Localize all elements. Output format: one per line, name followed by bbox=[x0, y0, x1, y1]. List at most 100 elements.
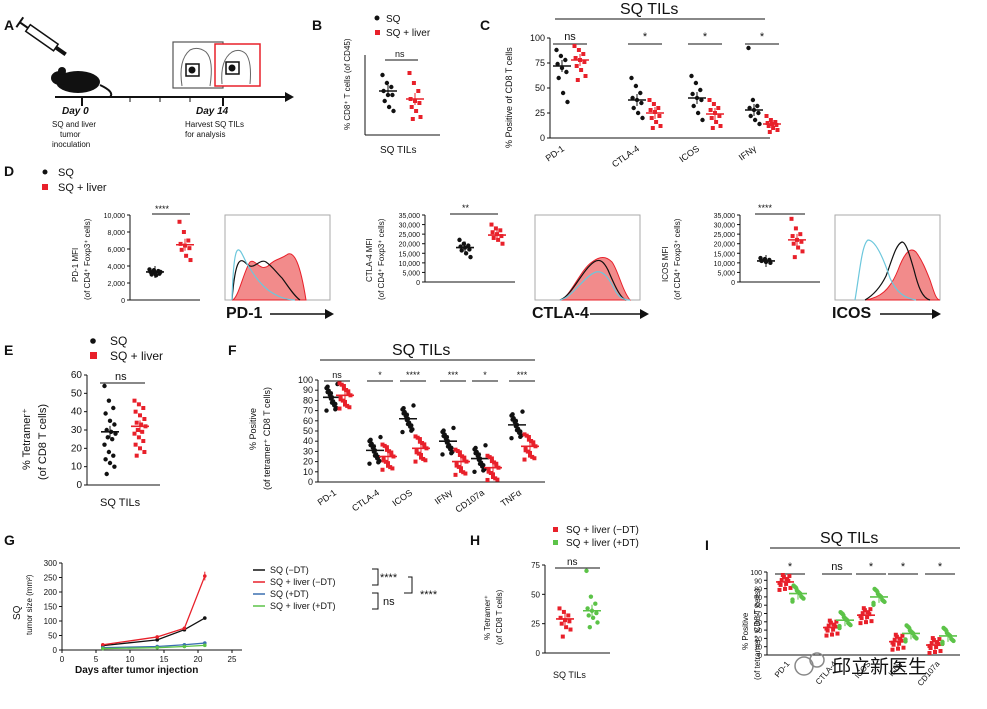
series-line bbox=[102, 617, 206, 647]
panel-e-points bbox=[101, 383, 149, 477]
minus-dt-point bbox=[898, 636, 903, 641]
liver-point bbox=[485, 477, 490, 482]
sq-point bbox=[440, 452, 445, 457]
sq-point bbox=[380, 72, 385, 78]
y-tick-label: 100 bbox=[44, 617, 58, 626]
panel-c-yticks: 0 25 50 75 100 bbox=[530, 33, 550, 143]
y-tick-label: 25 bbox=[531, 620, 540, 629]
sq-point bbox=[690, 91, 695, 97]
sq-point bbox=[333, 407, 338, 412]
panel-e-ylabel: % Tetramer⁺ bbox=[21, 408, 33, 470]
y-tick-label: 75 bbox=[531, 561, 540, 570]
sq-point bbox=[631, 105, 636, 111]
minus-dt-point bbox=[868, 607, 873, 612]
panel-f-title: SQ TILs bbox=[392, 342, 450, 359]
sq-point bbox=[401, 411, 406, 416]
y-tick-label: 0 bbox=[76, 480, 82, 491]
plus-dt-point bbox=[801, 596, 806, 601]
y-tick-label: 35,000 bbox=[714, 213, 736, 220]
sq-point bbox=[382, 98, 387, 104]
minus-dt-point bbox=[890, 640, 895, 645]
plus-dt-point bbox=[903, 637, 908, 642]
sq-point bbox=[483, 443, 488, 448]
mouse-icon bbox=[51, 67, 113, 98]
liver-point bbox=[496, 237, 501, 242]
liver-point bbox=[413, 434, 418, 439]
y-tick-label: 10,000 bbox=[714, 261, 736, 268]
panel-label-f: F bbox=[228, 342, 237, 358]
liver-point bbox=[344, 387, 349, 392]
plus-dt-point bbox=[874, 588, 879, 594]
minus-dt-point bbox=[938, 649, 943, 654]
minus-dt-point bbox=[893, 632, 898, 637]
liver-point bbox=[457, 450, 462, 455]
day14-desc-1: Harvest SQ TILs bbox=[185, 120, 244, 129]
series-point bbox=[155, 635, 159, 639]
liver-point bbox=[416, 89, 421, 93]
liver-point bbox=[454, 463, 459, 468]
plus-dt-point bbox=[951, 638, 956, 644]
liver-point bbox=[710, 126, 715, 130]
minus-dt-point bbox=[860, 611, 865, 616]
liver-point bbox=[136, 435, 141, 440]
liver-point bbox=[490, 230, 495, 235]
sq-point bbox=[110, 436, 115, 442]
liver-point bbox=[796, 245, 801, 250]
d1-points bbox=[146, 219, 194, 278]
liver-point bbox=[493, 476, 498, 481]
sq-point bbox=[563, 57, 568, 63]
d3-ylabel2: (of CD4⁺ Foxp3⁺ cells) bbox=[673, 218, 682, 300]
y-tick-label: 40 bbox=[71, 407, 83, 418]
plus-dt-point bbox=[586, 613, 591, 618]
liver-point bbox=[417, 101, 422, 105]
liver-point bbox=[133, 409, 138, 414]
y-tick-label: 100 bbox=[750, 570, 762, 577]
sq-point bbox=[459, 248, 464, 253]
sq-point bbox=[324, 408, 329, 413]
panel-label-e: E bbox=[4, 342, 13, 358]
liver-point bbox=[771, 126, 776, 130]
liver-point bbox=[409, 105, 414, 109]
legend-square-plus-dt bbox=[553, 540, 558, 545]
minus-dt-point bbox=[890, 647, 895, 652]
liver-point bbox=[347, 405, 352, 410]
liver-point bbox=[184, 253, 189, 258]
y-tick-label: 0 bbox=[416, 280, 420, 287]
category-label: TNFα bbox=[499, 487, 523, 508]
legend-label: SQ + liver (−DT) bbox=[270, 577, 336, 587]
minus-dt-point bbox=[896, 646, 900, 651]
liver-point bbox=[790, 234, 795, 239]
legend-square-liver bbox=[375, 30, 380, 35]
sq-point bbox=[556, 75, 561, 81]
day0-desc-1: SQ and liver bbox=[52, 120, 96, 129]
liver-point bbox=[132, 431, 137, 436]
sq-point bbox=[451, 425, 456, 431]
liver-point bbox=[647, 98, 652, 102]
y-tick-label: 25,000 bbox=[714, 232, 736, 239]
y-tick-label: 100 bbox=[530, 33, 545, 43]
liver-point bbox=[457, 452, 462, 457]
liver-point bbox=[139, 422, 144, 427]
category-label: CD107a bbox=[453, 487, 486, 514]
panel-c-categories: PD-1 CTLA-4 ICOS IFNγ bbox=[544, 143, 759, 169]
liver-point bbox=[337, 406, 342, 411]
significance-label: ns bbox=[332, 370, 342, 380]
liver-point bbox=[573, 56, 578, 60]
sq-point bbox=[565, 99, 570, 105]
harvest-mouse-icons bbox=[172, 41, 261, 89]
minus-dt-point bbox=[835, 631, 840, 636]
legend-dot-sq bbox=[90, 338, 96, 344]
d3-hist-label: ICOS bbox=[832, 305, 871, 322]
panel-g-sig-3: **** bbox=[420, 589, 438, 601]
liver-point bbox=[414, 447, 419, 452]
sq-point bbox=[746, 45, 751, 51]
plus-dt-point bbox=[871, 600, 876, 606]
liver-point bbox=[764, 114, 769, 118]
liver-point bbox=[338, 397, 343, 402]
liver-point bbox=[500, 241, 505, 246]
panel-g-legend: SQ (−DT) SQ + liver (−DT) SQ (+DT) SQ + liv… bbox=[253, 565, 336, 611]
sq-point bbox=[104, 471, 109, 477]
panel-e-legend-liver: SQ + liver bbox=[110, 349, 163, 363]
x-tick-label: 25 bbox=[228, 655, 237, 664]
y-tick-label: 10 bbox=[303, 467, 313, 477]
